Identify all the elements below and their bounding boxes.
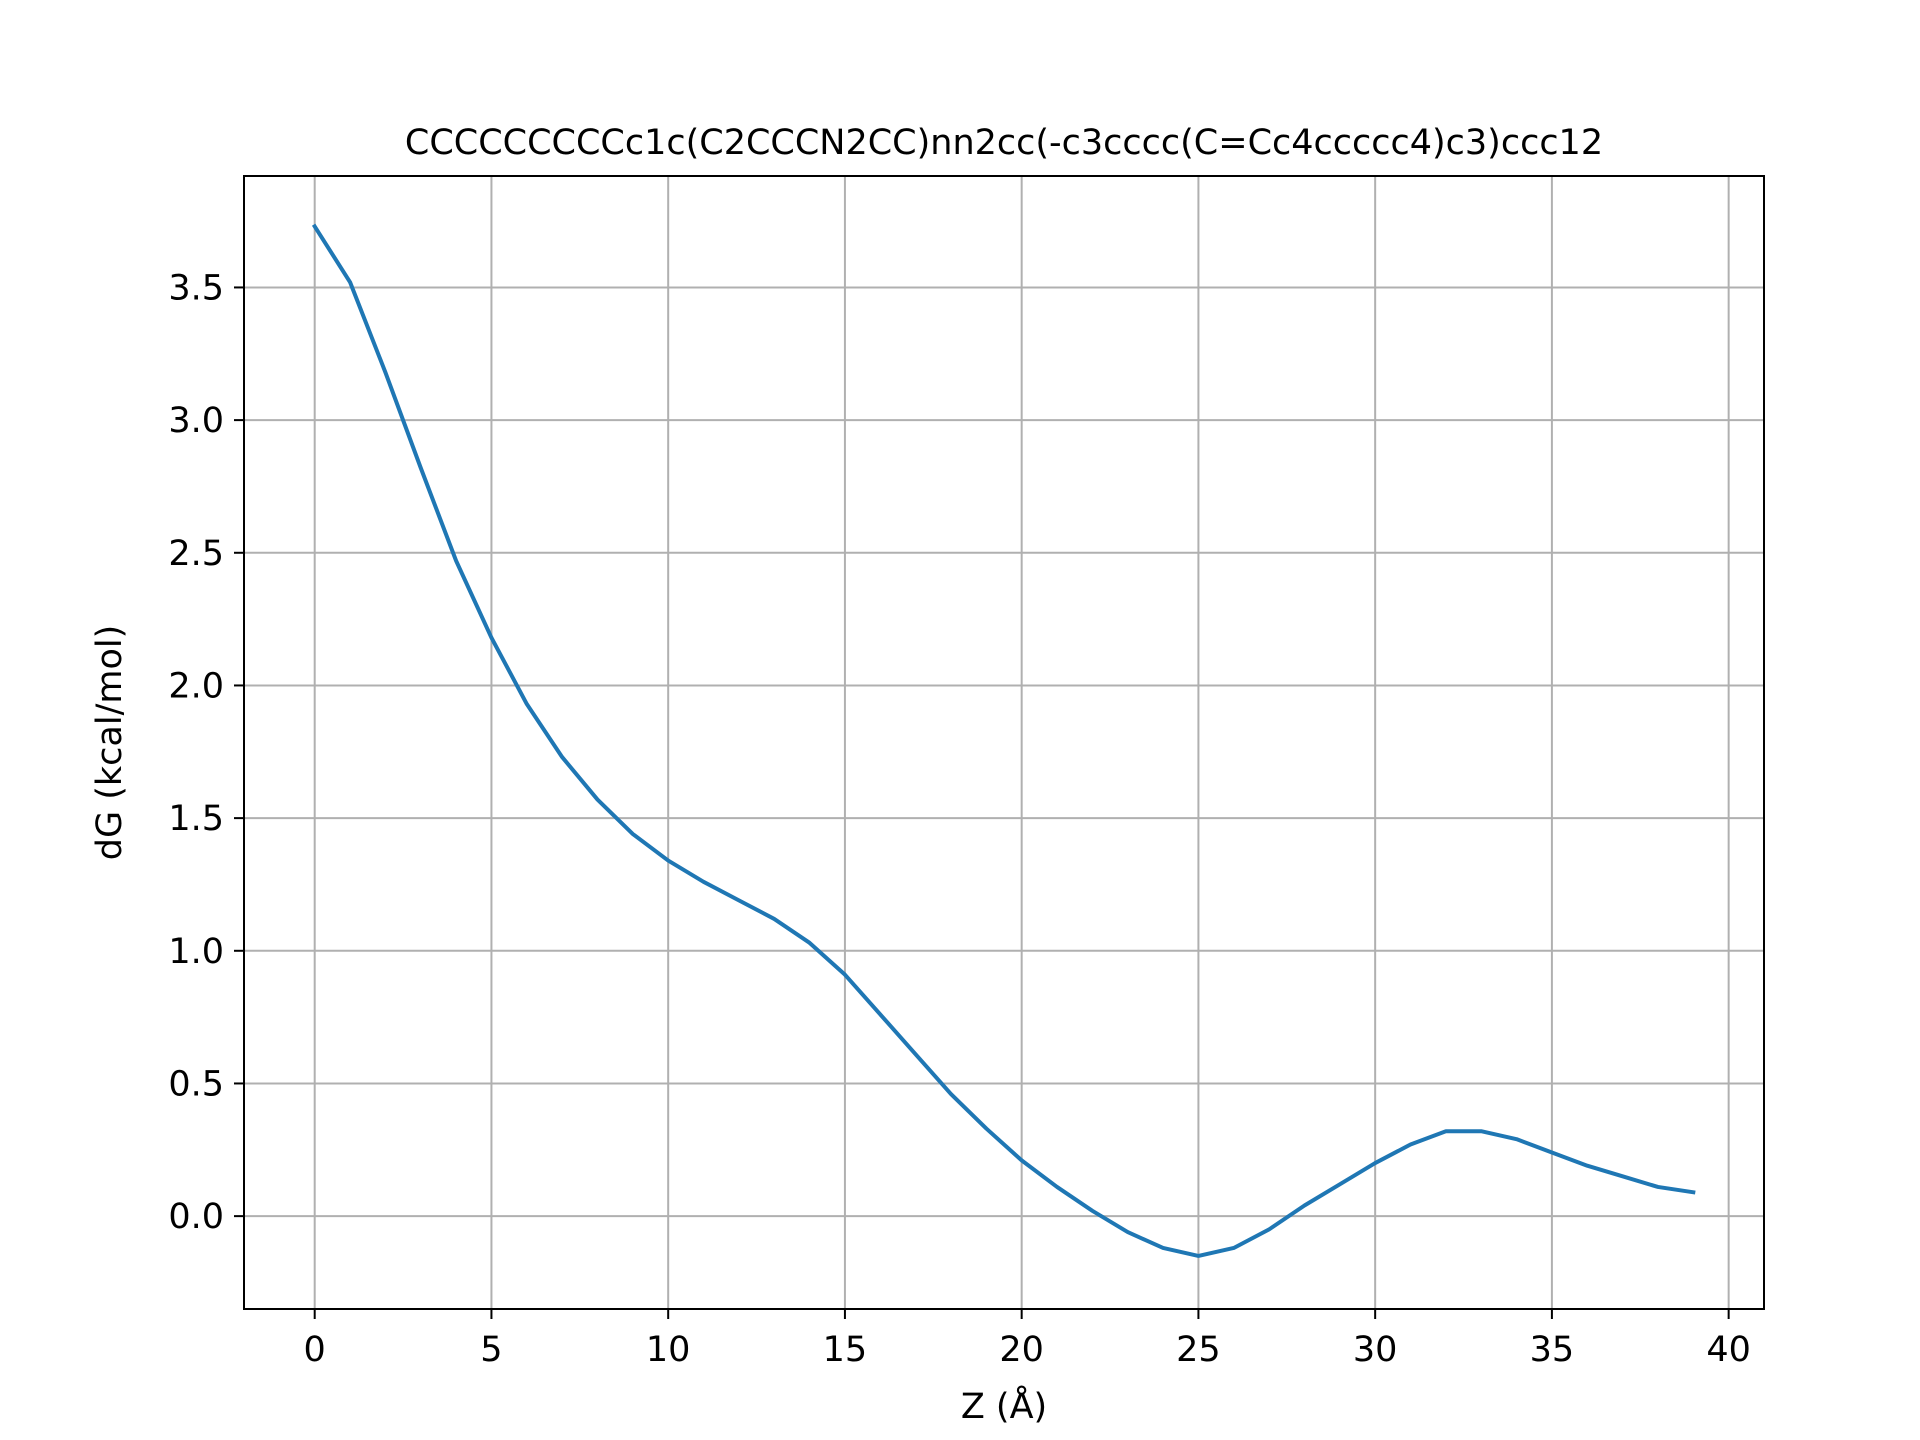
y-tick-label: 3.5 [168,268,224,308]
y-tick-label: 0.0 [168,1197,224,1237]
y-axis-label: dG (kcal/mol) [90,625,130,860]
plot-frame [243,175,1765,1310]
x-tick-label: 5 [480,1330,502,1370]
x-tick-label: 15 [823,1330,868,1370]
plot-lines [311,223,1696,1258]
chart-title: CCCCCCCCCc1c(C2CCCN2CC)nn2cc(-c3cccc(C=C… [405,123,1603,163]
y-tick-label: 1.0 [168,932,224,972]
x-tick-label: 20 [999,1330,1044,1370]
x-tick-label: 35 [1530,1330,1575,1370]
y-tick-label: 1.5 [168,799,224,839]
axis-ticks: 0 5 10 15 20 25 30 35 40 0.0 0.5 1.0 1.5 2.0 2.5 3.0 3.5 [168,268,1751,1370]
x-tick-label: 25 [1176,1330,1221,1370]
x-tick-label: 10 [646,1330,691,1370]
y-tick-label: 2.0 [168,666,224,706]
x-tick-label: 0 [304,1330,326,1370]
x-tick-label: 40 [1706,1330,1751,1370]
grid-lines [244,176,1764,1309]
x-axis-label: Z (Å) [961,1384,1047,1427]
series-line-0 [311,223,1696,1258]
y-tick-label: 3.0 [168,401,224,441]
y-tick-label: 2.5 [168,534,224,574]
x-tick-label: 30 [1353,1330,1398,1370]
y-tick-label: 0.5 [168,1064,224,1104]
